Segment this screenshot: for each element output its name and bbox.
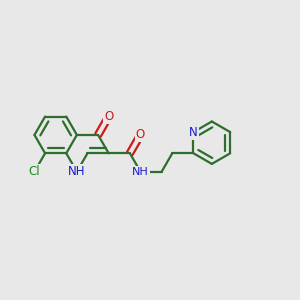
Text: NH: NH xyxy=(132,167,149,177)
Text: Cl: Cl xyxy=(29,165,40,178)
Text: N: N xyxy=(189,126,198,139)
Text: NH: NH xyxy=(68,165,86,178)
Text: O: O xyxy=(104,110,113,123)
Text: O: O xyxy=(136,128,145,141)
